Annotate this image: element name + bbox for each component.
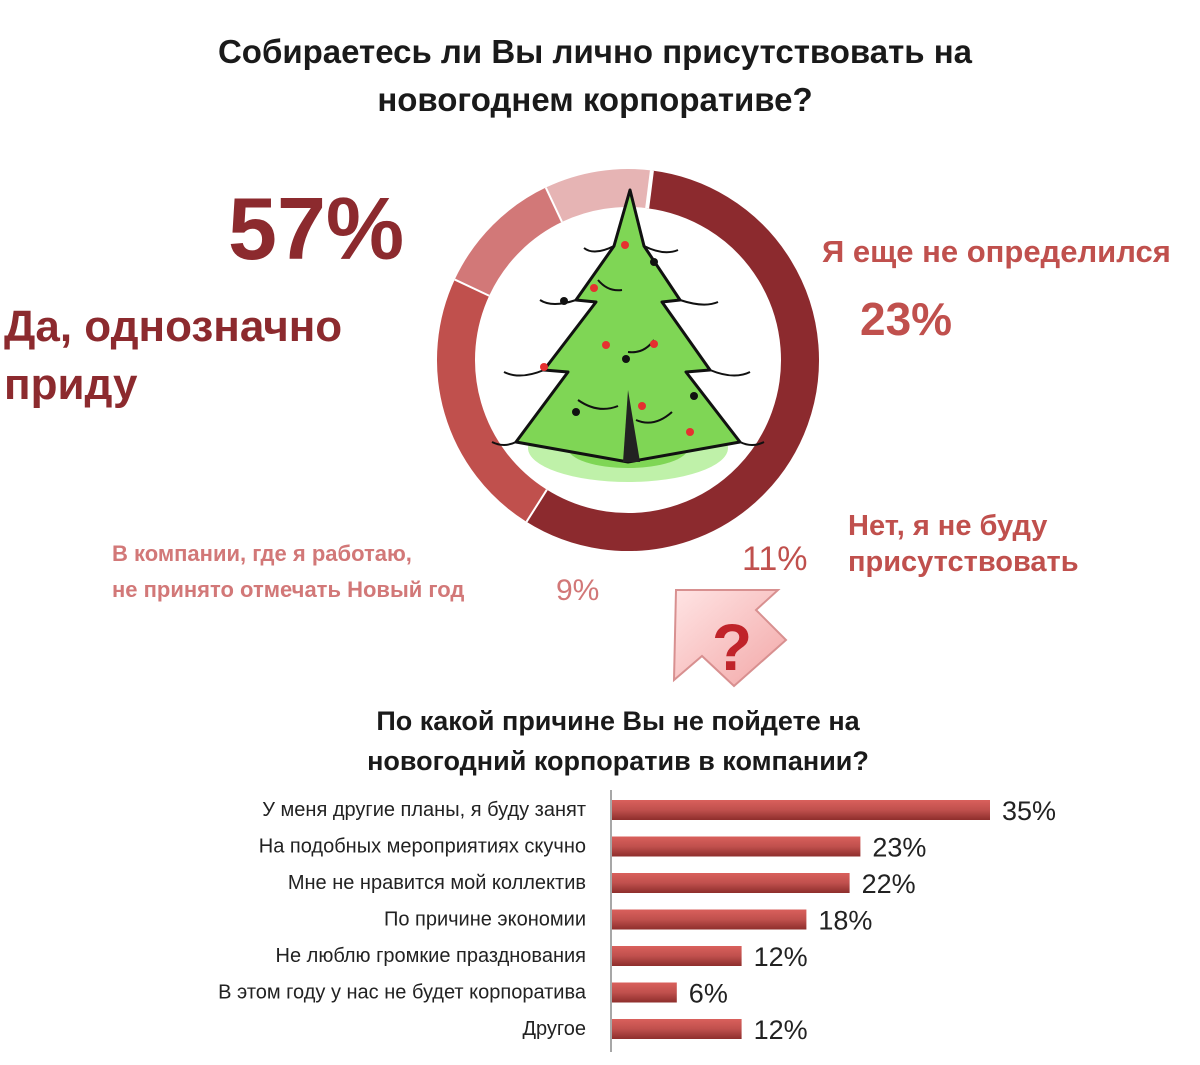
slice-yes bbox=[525, 170, 819, 551]
not-celebrate-percentage: 9% bbox=[556, 574, 600, 607]
yes-percentage: 57% bbox=[228, 179, 405, 278]
bar-value-label: 35% bbox=[1002, 796, 1056, 826]
bar-value-label: 12% bbox=[754, 1015, 808, 1045]
bar-category-label: Мне не нравится мой коллектив bbox=[288, 872, 586, 894]
bar-category-label: У меня другие планы, я буду занят bbox=[262, 799, 586, 821]
reasons-bar-chart: У меня другие планы, я буду занят 35% На п… bbox=[218, 790, 1056, 1052]
question-arrow-icon: ? bbox=[672, 589, 788, 688]
bar-category-label: В этом году у нас не будет корпоратива bbox=[218, 982, 587, 1004]
bar-value-label: 22% bbox=[862, 869, 916, 899]
question-1-title: Собираетесь ли Вы лично присутствовать н… bbox=[217, 33, 973, 118]
no-percentage: 11% bbox=[742, 540, 808, 578]
yes-label: Да, однозначно приду bbox=[4, 302, 343, 409]
donut-chart bbox=[437, 169, 819, 551]
bar-category-label: Другое bbox=[522, 1018, 586, 1040]
undecided-label: Я еще не определился bbox=[822, 234, 1171, 269]
bar-value-label: 6% bbox=[689, 979, 728, 1009]
question-2-title: По какой причине Вы не пойдете на новогод… bbox=[367, 706, 869, 776]
bar-value-label: 18% bbox=[818, 906, 872, 936]
bar bbox=[612, 1019, 742, 1039]
bar bbox=[612, 836, 861, 857]
slice-not-celebrate bbox=[546, 169, 652, 222]
slice-no bbox=[455, 187, 564, 296]
bar bbox=[612, 909, 807, 930]
bar bbox=[612, 946, 742, 966]
not-celebrate-label: В компании, где я работаю, не принято отм… bbox=[112, 541, 465, 602]
slice-undecided bbox=[437, 278, 547, 522]
no-label: Нет, я не буду присутствовать bbox=[848, 510, 1079, 578]
bar-marks: У меня другие планы, я буду занят 35% На п… bbox=[218, 796, 1056, 1045]
slice-separator bbox=[645, 170, 654, 209]
bar-value-label: 12% bbox=[754, 942, 808, 972]
donut-slices bbox=[437, 169, 819, 551]
bar bbox=[612, 982, 677, 1003]
christmas-tree-icon bbox=[491, 188, 765, 482]
question-mark: ? bbox=[712, 610, 752, 684]
undecided-percentage: 23% bbox=[860, 293, 953, 345]
bar-value-label: 23% bbox=[872, 833, 926, 863]
bar bbox=[612, 873, 850, 893]
bar-category-label: Не люблю громкие празднования bbox=[276, 945, 586, 967]
bar bbox=[612, 800, 990, 820]
bar-category-label: По причине экономии bbox=[384, 909, 586, 931]
bar-category-label: На подобных мероприятиях скучно bbox=[259, 836, 586, 858]
